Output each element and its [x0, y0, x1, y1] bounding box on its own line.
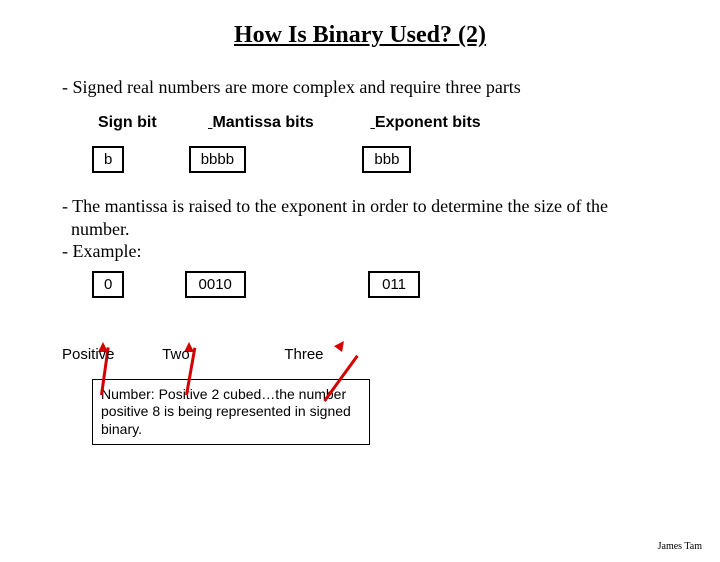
label-three: Three: [284, 346, 323, 363]
author-credit: James Tam: [658, 541, 702, 552]
header-mantissa: Mantissa bits: [212, 114, 370, 132]
box-mantissa-pattern: bbbb: [189, 146, 246, 173]
label-positive: Positive: [62, 346, 158, 363]
page-title: How Is Binary Used? (2): [0, 22, 720, 49]
label-two: Two: [162, 346, 280, 363]
bullet-line-3: - Example:: [62, 240, 720, 263]
bullet-line-2: number.: [62, 218, 720, 241]
result-box: Number: Positive 2 cubed…the number posi…: [92, 379, 370, 446]
box-mantissa-value: 0010: [185, 271, 246, 298]
column-headers: Sign bit Mantissa bits Exponent bits: [98, 114, 720, 132]
box-sign-pattern: b: [92, 146, 124, 173]
bullet-explain: - The mantissa is raised to the exponent…: [62, 195, 720, 263]
bullet-line-1: - The mantissa is raised to the exponent…: [62, 195, 720, 218]
box-exponent-value: 011: [368, 271, 420, 298]
example-row: 0 0010 011: [92, 271, 720, 298]
box-exponent-pattern: bbb: [362, 146, 411, 173]
header-exponent: Exponent bits: [375, 114, 481, 132]
label-row: Positive Two Three: [62, 346, 720, 363]
box-sign-value: 0: [92, 271, 124, 298]
pattern-row: b bbbb bbb: [92, 146, 720, 173]
header-sign: Sign bit: [98, 114, 208, 132]
bullet-intro: - Signed real numbers are more complex a…: [62, 77, 720, 98]
